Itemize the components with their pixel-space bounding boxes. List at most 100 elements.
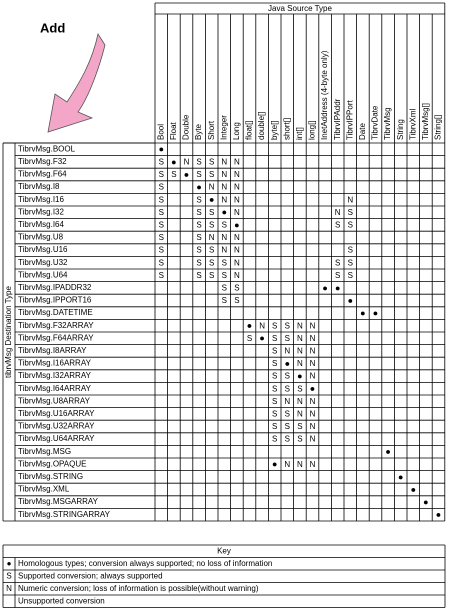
row-label: TibrvMsg.U8 — [18, 233, 64, 242]
cell-symbol: S — [196, 246, 201, 255]
cell-symbol: N — [310, 397, 316, 406]
column-header: TibrvIPAddr — [333, 98, 342, 140]
row-label: TibrvMsg.STRINGARRAY — [18, 510, 111, 519]
destination-header: tibrvMsg Destination Type — [4, 286, 13, 378]
row-label: TibrvMsg.I16ARRAY — [18, 359, 92, 368]
cell-symbol: ● — [159, 144, 164, 154]
cell-symbol: S — [285, 334, 290, 343]
cell-symbol: S — [247, 334, 252, 343]
column-header: Long — [232, 122, 241, 140]
cell-symbol: N — [234, 208, 240, 217]
cell-symbol: N — [234, 195, 240, 204]
cell-symbol: ● — [196, 182, 201, 192]
cell-symbol: N — [297, 359, 303, 368]
cell-symbol: S — [272, 334, 277, 343]
row-label: TibrvMsg.F64ARRAY — [18, 333, 94, 342]
row-label: TibrvMsg.F32ARRAY — [18, 321, 94, 330]
cell-symbol: ● — [297, 371, 302, 381]
cell-symbol: N — [297, 410, 303, 419]
cell-symbol: S — [159, 233, 164, 242]
row-label: TibrvMsg.BOOL — [18, 144, 76, 153]
column-header: Date — [358, 123, 367, 140]
cell-symbol: S — [159, 271, 164, 280]
row-label: TibrvMsg.I16 — [18, 195, 64, 204]
cell-symbol: ● — [209, 195, 214, 205]
row-label: TibrvMsg.U64 — [18, 270, 68, 279]
cell-symbol: ● — [423, 497, 428, 507]
column-header: Bool — [156, 124, 165, 140]
cell-symbol: S — [222, 284, 227, 293]
column-header: InetAddress (4-byte only) — [320, 50, 329, 140]
cell-symbol: S — [272, 422, 277, 431]
column-header: TibrvXml — [408, 109, 417, 140]
cell-symbol: N — [297, 397, 303, 406]
cell-symbol: N — [234, 158, 240, 167]
column-header: TibrvIPPort — [345, 100, 354, 140]
cell-symbol: S — [209, 246, 214, 255]
cell-symbol: N — [221, 233, 227, 242]
cell-symbol: S — [196, 208, 201, 217]
cell-symbol: N — [335, 208, 341, 217]
cell-symbol: ● — [411, 484, 416, 494]
cell-symbol: S — [272, 359, 277, 368]
cell-symbol: S — [196, 233, 201, 242]
cell-symbol: N — [284, 397, 290, 406]
row-label: TibrvMsg.F64 — [18, 170, 67, 179]
cell-symbol: S — [285, 321, 290, 330]
row-label: TibrvMsg.U8ARRAY — [18, 396, 91, 405]
cell-symbol: S — [272, 435, 277, 444]
cell-symbol: N — [209, 233, 215, 242]
cell-symbol: ● — [360, 308, 365, 318]
row-label: TibrvMsg.U16ARRAY — [18, 409, 95, 418]
cell-symbol: ● — [436, 510, 441, 520]
cell-symbol: N — [221, 158, 227, 167]
cell-symbol: S — [209, 221, 214, 230]
key-text: Numeric conversion; loss of information … — [18, 584, 259, 593]
cell-symbol: S — [196, 195, 201, 204]
key-symbol: S — [6, 571, 11, 580]
cell-symbol: N — [234, 246, 240, 255]
cell-symbol: S — [209, 158, 214, 167]
cell-symbol: ● — [184, 169, 189, 179]
add-arrow — [47, 32, 106, 133]
cell-symbol: ● — [171, 157, 176, 167]
cell-symbol: S — [348, 246, 353, 255]
cell-symbol: ● — [348, 295, 353, 305]
cell-symbol: ● — [234, 220, 239, 230]
column-header: Double — [182, 114, 191, 140]
cell-symbol: S — [272, 384, 277, 393]
row-label: TibrvMsg.IPADDR32 — [18, 283, 92, 292]
cell-symbol: ● — [247, 321, 252, 331]
cell-symbol: S — [234, 284, 239, 293]
key-title: Key — [217, 546, 231, 555]
cell-symbol: S — [348, 221, 353, 230]
cell-symbol: N — [347, 195, 353, 204]
cell-symbol: S — [159, 170, 164, 179]
cell-symbol: S — [348, 258, 353, 267]
row-label: TibrvMsg.I32ARRAY — [18, 371, 92, 380]
cell-symbol: S — [272, 321, 277, 330]
cell-symbol: N — [310, 422, 316, 431]
cell-symbol: ● — [335, 283, 340, 293]
column-header: String[] — [434, 115, 443, 140]
cell-symbol: N — [221, 183, 227, 192]
cell-symbol: N — [234, 233, 240, 242]
cell-symbol: S — [285, 372, 290, 381]
cell-symbol: S — [297, 435, 302, 444]
row-label: TibrvMsg.MSG — [18, 447, 71, 456]
column-header: Byte — [194, 123, 203, 140]
cell-symbol: S — [272, 347, 277, 356]
cell-symbol: S — [209, 170, 214, 179]
column-header: float[] — [245, 120, 254, 140]
cell-symbol: S — [285, 410, 290, 419]
column-header: short[] — [282, 118, 291, 140]
cell-symbol: N — [284, 347, 290, 356]
cell-symbol: S — [348, 208, 353, 217]
row-label: TibrvMsg.I64 — [18, 220, 64, 229]
cell-symbol: S — [285, 422, 290, 431]
cell-symbol: ● — [222, 207, 227, 217]
column-header: Integer — [219, 115, 228, 140]
row-label: TibrvMsg.I64ARRAY — [18, 384, 92, 393]
add-label: Add — [40, 20, 65, 35]
cell-symbol: S — [196, 221, 201, 230]
